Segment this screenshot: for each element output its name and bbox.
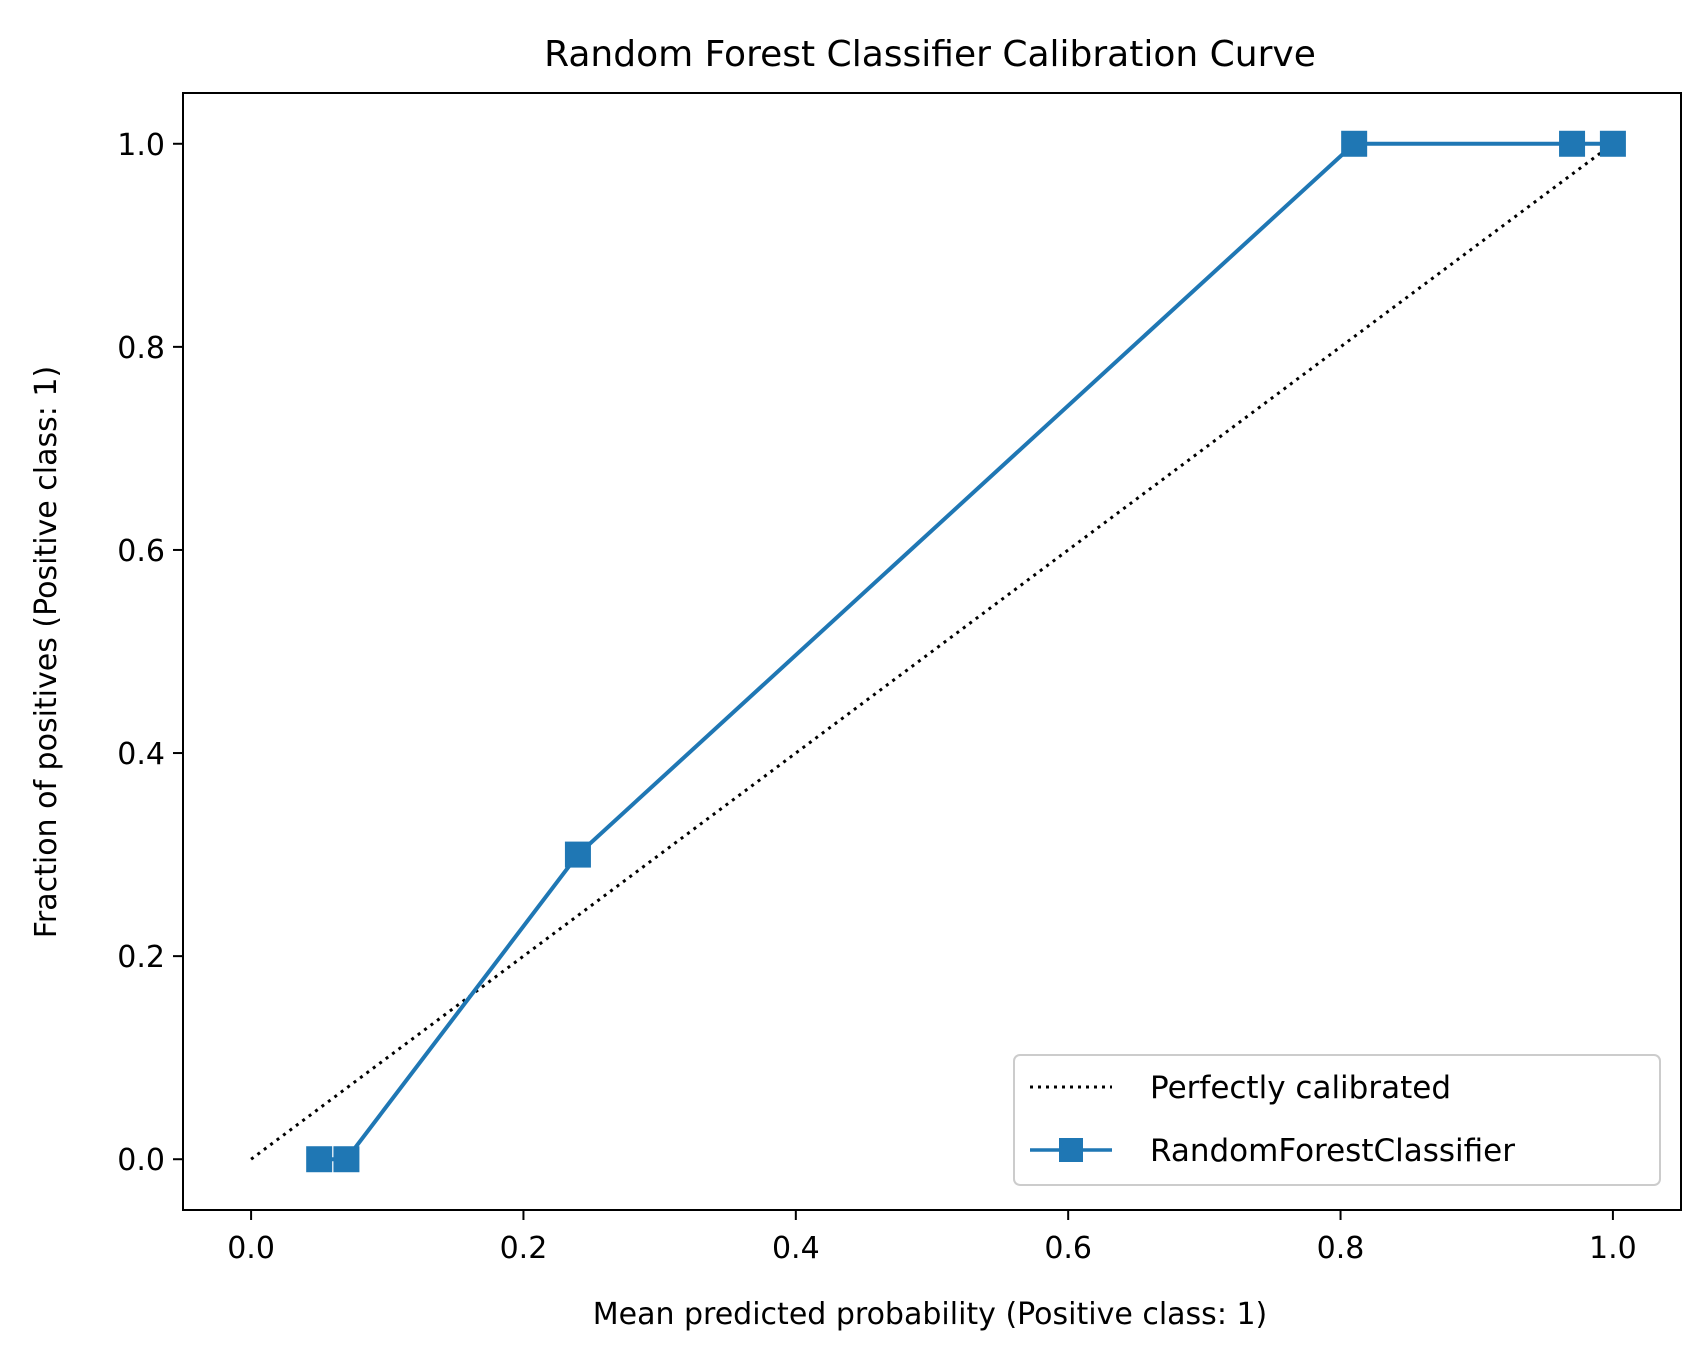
plot-area <box>182 92 1682 1211</box>
axes-frame <box>182 92 1682 1211</box>
y-axis-label: Fraction of positives (Positive class: 1… <box>29 366 64 938</box>
legend-series-marker <box>1059 1138 1083 1162</box>
data-point-0-5 <box>1599 130 1626 157</box>
x-axis-ticks: 0.0 0.2 0.4 0.6 0.8 1.0 <box>227 1210 1637 1266</box>
legend-box <box>1013 1054 1661 1186</box>
data-point-0-0 <box>306 1146 333 1173</box>
x-tick-label-0: 0.0 <box>227 1231 275 1266</box>
chart-title: Random Forest Classifier Calibration Cur… <box>544 34 1316 75</box>
y-tick-label-0: 0.0 <box>117 1143 165 1178</box>
y-axis-ticks: 0.0 0.2 0.4 0.6 0.8 1.0 <box>117 128 183 1178</box>
x-tick-label-3: 0.6 <box>1044 1231 1092 1266</box>
x-axis-label: Mean predicted probability (Positive cla… <box>593 1297 1268 1332</box>
y-tick-label-3: 0.6 <box>117 534 165 569</box>
data-point-0-4 <box>1559 130 1586 157</box>
x-tick-label-1: 0.2 <box>500 1231 548 1266</box>
x-tick-label-2: 0.4 <box>772 1231 820 1266</box>
y-tick-label-5: 1.0 <box>117 128 165 163</box>
data-point-0-1 <box>333 1146 360 1173</box>
y-tick-label-4: 0.8 <box>117 331 165 366</box>
x-tick-label-5: 1.0 <box>1589 1231 1637 1266</box>
legend: Perfectly calibrated RandomForestClassif… <box>1013 1054 1661 1186</box>
data-point-0-2 <box>564 841 591 868</box>
y-tick-label-2: 0.4 <box>117 737 165 772</box>
x-tick-label-4: 0.8 <box>1317 1231 1365 1266</box>
reference-line-perfectly-calibrated <box>250 142 1614 1161</box>
legend-label-reference: Perfectly calibrated <box>1150 1070 1451 1106</box>
data-point-0-3 <box>1341 130 1368 157</box>
y-tick-label-1: 0.2 <box>117 940 165 975</box>
legend-label-series: RandomForestClassifier <box>1150 1133 1515 1169</box>
